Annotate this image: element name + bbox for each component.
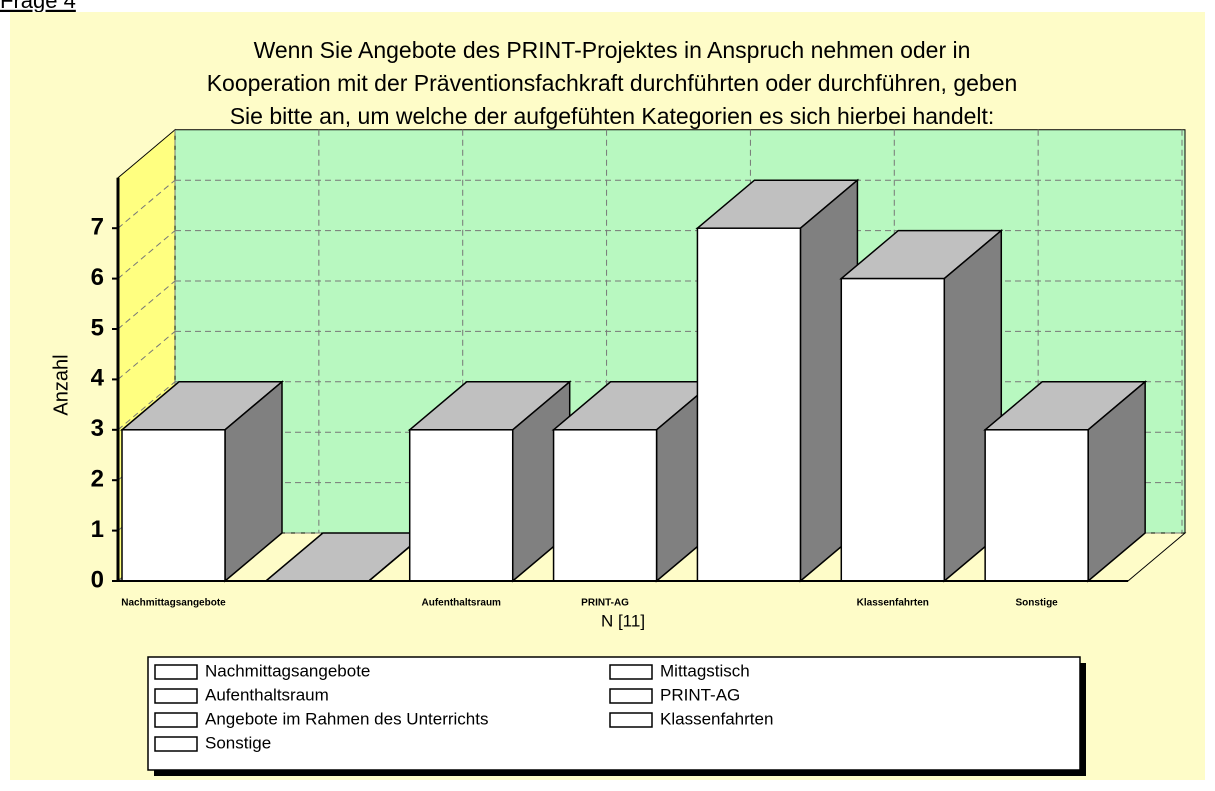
legend-swatch [154,664,198,680]
page-label: Frage 4 [0,0,76,13]
legend-swatch [609,712,653,728]
y-tick-label: 5 [91,314,104,341]
grid-line-side [117,331,176,380]
chart: Wenn Sie Angebote des PRINT-Projektes in… [50,37,1187,776]
y-tick-label: 4 [91,365,105,392]
x-tick-label: Sonstige [1016,598,1059,609]
legend-swatch [154,688,198,704]
y-tick-label: 6 [91,264,104,291]
legend-label: Aufenthaltsraum [205,685,329,704]
grid-line-side [117,381,176,431]
legend-swatch [154,736,198,752]
legend-label: Klassenfahrten [660,709,773,728]
y-tick-label: 3 [91,415,104,442]
legend-label: PRINT-AG [660,685,740,704]
bar [984,429,1089,582]
bar [552,429,658,582]
bar [408,429,514,582]
legend-label: Angebote im Rahmen des Unterrichts [205,709,488,728]
grid-line-side [117,230,176,279]
legend-swatch [609,664,653,680]
x-tick-label: Aufenthaltsraum [421,598,501,609]
grid-line-side [117,280,176,330]
chart-title: Sie bitte an, um welche der aufgefühten … [230,103,995,129]
x-axis-label: N [11] [601,611,645,630]
legend-label: Mittagstisch [660,661,750,680]
chart-title: Wenn Sie Angebote des PRINT-Projektes in… [254,37,971,63]
x-tick-label: Nachmittagsangebote [121,598,226,609]
y-tick-label: 0 [91,566,104,593]
y-tick-label: 2 [91,466,104,493]
legend-swatch [609,688,653,704]
legend-swatch [154,712,198,728]
x-tick-label: PRINT-AG [581,598,629,609]
bar [121,429,226,582]
y-tick-label: 1 [91,516,104,543]
y-axis-label: Anzahl [50,354,72,415]
grid-line-side [117,179,176,229]
chart-title: Kooperation mit der Präventionsfachkraft… [207,70,1018,96]
bar [696,227,802,582]
x-tick-label: Klassenfahrten [857,598,929,609]
bar [840,277,946,582]
legend-label: Sonstige [205,733,271,752]
legend-label: Nachmittagsangebote [205,661,370,680]
y-tick-label: 7 [91,214,104,241]
